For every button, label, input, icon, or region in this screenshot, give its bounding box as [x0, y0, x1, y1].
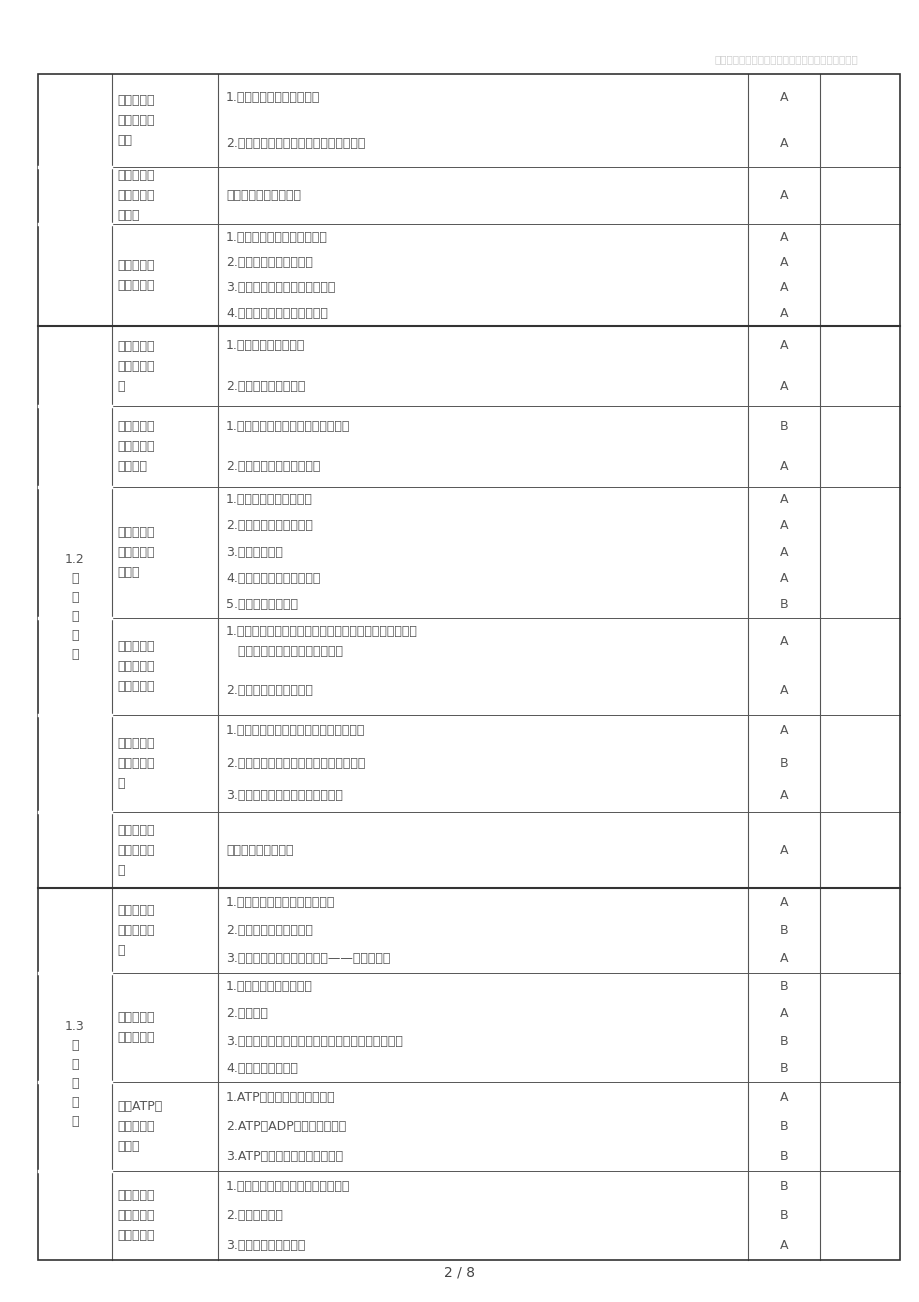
Text: 3.原核细胞和真核细胞的主要区别: 3.原核细胞和真核细胞的主要区别 [226, 789, 343, 802]
Text: 阐明细胞核
的结构与功
能: 阐明细胞核 的结构与功 能 [117, 737, 154, 790]
Text: B: B [778, 1062, 788, 1075]
Text: 4.细胞膜结构和功能的关系: 4.细胞膜结构和功能的关系 [226, 572, 320, 585]
Text: 3.细胞膜的功能: 3.细胞膜的功能 [226, 546, 282, 559]
Text: 2.主动运输的原理和意义: 2.主动运输的原理和意义 [226, 924, 312, 937]
Text: B: B [778, 924, 788, 937]
Text: 1.细胞学说建立的过程: 1.细胞学说建立的过程 [226, 340, 305, 353]
Text: B: B [778, 598, 788, 611]
Text: B: B [778, 1180, 788, 1193]
Text: 2.叶绿体的结构: 2.叶绿体的结构 [226, 1210, 282, 1223]
Text: 文档供参考，可复制、编制，期待您的好评与关注！: 文档供参考，可复制、编制，期待您的好评与关注！ [713, 53, 857, 64]
Text: 解释ATP在
能量代谢中
的作用: 解释ATP在 能量代谢中 的作用 [117, 1100, 162, 1154]
Text: 2.各种细胞在结构上的异同: 2.各种细胞在结构上的异同 [226, 460, 320, 473]
Text: A: A [779, 307, 788, 320]
Text: A: A [779, 91, 788, 104]
Text: 说明光合作
用以及对它
的认识过程: 说明光合作 用以及对它 的认识过程 [117, 1189, 154, 1242]
Text: 举例说出几
种细胞器的
结构和功能: 举例说出几 种细胞器的 结构和功能 [117, 639, 154, 693]
Text: 说明生物大
分子以碳链
为骨架: 说明生物大 分子以碳链 为骨架 [117, 169, 154, 223]
Text: A: A [779, 189, 788, 202]
Text: A: A [779, 1238, 788, 1251]
Text: 3.光合作用的探究历程: 3.光合作用的探究历程 [226, 1238, 305, 1251]
Text: B: B [778, 419, 788, 432]
Text: 1.捕捉光能的色素种类、分布和作用: 1.捕捉光能的色素种类、分布和作用 [226, 1180, 350, 1193]
Text: 分析细胞学
说建立的过
程: 分析细胞学 说建立的过 程 [117, 340, 154, 393]
Text: 3.酶的特性（高效性、专一性、酶作用条件较温和）: 3.酶的特性（高效性、专一性、酶作用条件较温和） [226, 1035, 403, 1048]
Text: B: B [778, 1150, 788, 1163]
Text: 3.细胞中无机盐的主要存在形式: 3.细胞中无机盐的主要存在形式 [226, 281, 335, 294]
Text: A: A [779, 340, 788, 353]
Text: A: A [779, 635, 788, 648]
Text: 简述细胞膜
系统的结构
和功能: 简述细胞膜 系统的结构 和功能 [117, 526, 154, 578]
Text: A: A [779, 519, 788, 533]
Text: 2.水在生命活动中的作用: 2.水在生命活动中的作用 [226, 256, 312, 270]
Text: 2.细胞膜的流动镶嵌模型: 2.细胞膜的流动镶嵌模型 [226, 519, 312, 533]
Text: 使用显微镜
观察多种多
样的细胞: 使用显微镜 观察多种多 样的细胞 [117, 419, 154, 473]
Text: 尝试建立真
核细胞的模
型: 尝试建立真 核细胞的模 型 [117, 823, 154, 876]
Text: 1.细胞核的核膜、染色质等的结构和功能: 1.细胞核的核膜、染色质等的结构和功能 [226, 724, 365, 737]
Text: B: B [778, 1035, 788, 1048]
Text: A: A [779, 230, 788, 243]
Text: 1.酶在细胞代谢中的作用: 1.酶在细胞代谢中的作用 [226, 980, 312, 993]
Text: B: B [778, 1120, 788, 1133]
Text: A: A [779, 546, 788, 559]
Text: 1.2
细
胞
的
结
构: 1.2 细 胞 的 结 构 [65, 553, 85, 661]
Text: B: B [778, 756, 788, 769]
Text: 2.脂肪、磷脂和固醇在生命活动中的作用: 2.脂肪、磷脂和固醇在生命活动中的作用 [226, 137, 365, 150]
Text: 2.细胞器之间的协调配合: 2.细胞器之间的协调配合 [226, 684, 312, 697]
Text: 2.细胞学说的主要内容: 2.细胞学说的主要内容 [226, 380, 305, 393]
Text: 1.线粒体、内质网、高尔基体、核糖体、液泡、叶绿体、
   溶酶体、中心体等细胞器的功能: 1.线粒体、内质网、高尔基体、核糖体、液泡、叶绿体、 溶酶体、中心体等细胞器的功… [226, 625, 417, 659]
Text: 5.细胞的生物膜系统: 5.细胞的生物膜系统 [226, 598, 298, 611]
Text: A: A [779, 789, 788, 802]
Text: 4.无机盐在生命活动中的作用: 4.无机盐在生命活动中的作用 [226, 307, 327, 320]
Text: 举例说出脂
质的种类和
作用: 举例说出脂 质的种类和 作用 [117, 94, 154, 147]
Text: 1.物质跨膜运输的两类基本方式: 1.物质跨膜运输的两类基本方式 [226, 896, 335, 909]
Text: 说出水和无
机盐的作用: 说出水和无 机盐的作用 [117, 259, 154, 292]
Text: A: A [779, 1091, 788, 1104]
Text: 三种生物大分子的单体: 三种生物大分子的单体 [226, 189, 301, 202]
Text: 1.ATP分子具有的高能磷酸键: 1.ATP分子具有的高能磷酸键 [226, 1091, 335, 1104]
Text: A: A [779, 460, 788, 473]
Text: 1.细胞膜的组分及其作用: 1.细胞膜的组分及其作用 [226, 493, 312, 506]
Text: 说明物质进
出细胞的方
式: 说明物质进 出细胞的方 式 [117, 904, 154, 957]
Text: A: A [779, 137, 788, 150]
Text: 3.大分子物质跨膜运输的方式——胞吞、胞吐: 3.大分子物质跨膜运输的方式——胞吞、胞吐 [226, 952, 390, 965]
Text: A: A [779, 256, 788, 270]
Text: 2.酶的本质: 2.酶的本质 [226, 1008, 267, 1021]
Text: 1.脂质化学元素组成及特点: 1.脂质化学元素组成及特点 [226, 91, 320, 104]
Text: 说明酶在代
谢中的作用: 说明酶在代 谢中的作用 [117, 1012, 154, 1044]
Text: B: B [778, 980, 788, 993]
Text: B: B [778, 1210, 788, 1223]
Text: A: A [779, 380, 788, 393]
Text: A: A [779, 1008, 788, 1021]
Text: A: A [779, 572, 788, 585]
Text: A: A [779, 281, 788, 294]
Text: 1.水在细胞中的两种存在形式: 1.水在细胞中的两种存在形式 [226, 230, 327, 243]
Text: 2.细胞核的功能，染色体与染色质的关系: 2.细胞核的功能，染色体与染色质的关系 [226, 756, 365, 769]
Text: 1.3
细
胞
的
代
谢: 1.3 细 胞 的 代 谢 [65, 1019, 85, 1128]
Text: 2 / 8: 2 / 8 [444, 1266, 475, 1280]
Text: A: A [779, 952, 788, 965]
Text: 2.ATP与ADP相互转化的过程: 2.ATP与ADP相互转化的过程 [226, 1120, 346, 1133]
Text: A: A [779, 684, 788, 697]
Text: A: A [779, 724, 788, 737]
Text: A: A [779, 493, 788, 506]
Text: A: A [779, 844, 788, 857]
Text: A: A [779, 896, 788, 909]
Text: 1.使用高倍显微镜观察的步骤和要点: 1.使用高倍显微镜观察的步骤和要点 [226, 419, 350, 432]
Text: 4.影响酶活性的条件: 4.影响酶活性的条件 [226, 1062, 298, 1075]
Text: 真核细胞的三维结构: 真核细胞的三维结构 [226, 844, 293, 857]
Text: 3.ATP在生命活动中的重要作用: 3.ATP在生命活动中的重要作用 [226, 1150, 343, 1163]
